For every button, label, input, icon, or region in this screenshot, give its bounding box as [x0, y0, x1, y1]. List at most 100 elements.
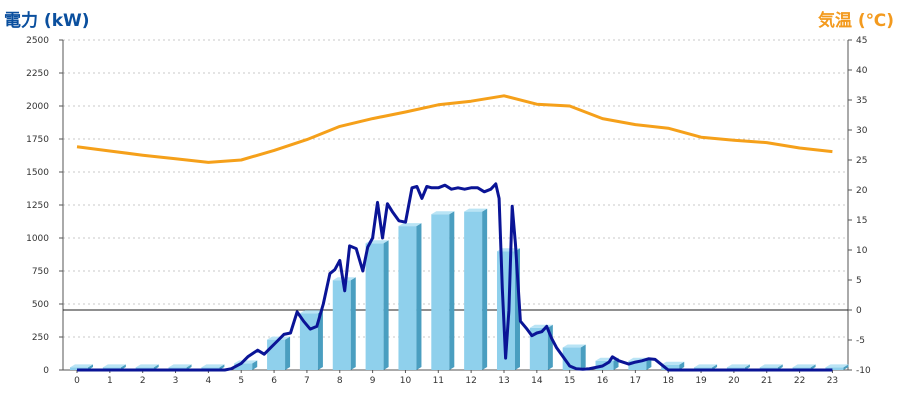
bar-top [398, 223, 422, 227]
bar-top [431, 211, 455, 215]
right-tick-label: 35 [856, 96, 867, 106]
x-tick-label: 14 [531, 376, 543, 386]
bar-hour-11 [431, 211, 455, 370]
bar-front [365, 243, 384, 370]
x-tick-label: 12 [465, 376, 476, 386]
temperature-line [76, 94, 833, 164]
x-tick-label: 8 [337, 376, 343, 386]
left-tick-label: 0 [43, 366, 49, 376]
x-tick-label: 21 [761, 376, 772, 386]
bar-side [843, 364, 849, 370]
bar-top [464, 208, 488, 212]
bar-top [825, 364, 849, 368]
bar-top [759, 364, 783, 368]
bar-top [496, 248, 520, 252]
bar-side [383, 240, 389, 370]
x-tick-label: 0 [74, 376, 80, 386]
bar-side [580, 344, 586, 370]
left-tick-label: 1000 [26, 234, 49, 244]
left-tick-label: 250 [32, 333, 49, 343]
bar-front [529, 327, 548, 370]
right-tick-label: 45 [856, 36, 867, 46]
left-tick-label: 1750 [26, 135, 49, 145]
bar-top [726, 364, 750, 368]
right-tick-label: 15 [856, 216, 867, 226]
x-tick-label: 13 [498, 376, 509, 386]
bar-top [168, 364, 192, 368]
right-tick-label: 30 [856, 126, 868, 136]
bar-front [628, 360, 647, 370]
bar-side [285, 336, 291, 370]
left-tick-label: 1250 [26, 201, 49, 211]
x-tick-label: 22 [794, 376, 805, 386]
bar-side [449, 211, 455, 370]
x-tick-label: 11 [433, 376, 444, 386]
left-axis-title: 電力 (kW) [4, 11, 90, 31]
right-tick-label: -5 [856, 336, 865, 346]
right-tick-label: 25 [856, 156, 867, 166]
right-tick-label: 5 [856, 276, 862, 286]
x-tick-label: 20 [728, 376, 740, 386]
bar-side [317, 310, 323, 370]
x-tick-label: 10 [400, 376, 412, 386]
x-tick-label: 3 [173, 376, 179, 386]
bar-hour-12 [464, 208, 488, 370]
bar-top [135, 364, 159, 368]
bar-hour-9 [365, 240, 389, 370]
x-tick-label: 5 [238, 376, 244, 386]
bar-top [661, 361, 685, 365]
x-tick-label: 19 [695, 376, 707, 386]
left-tick-label: 2500 [26, 36, 49, 46]
right-axis-title: 気温 (℃) [817, 11, 894, 31]
bar-hour-18 [661, 361, 685, 370]
left-tick-label: 1500 [26, 168, 49, 178]
bar-top [201, 364, 225, 368]
x-tick-label: 4 [206, 376, 212, 386]
right-tick-label: 10 [856, 246, 868, 256]
bar-top [792, 364, 816, 368]
x-tick-label: 7 [304, 376, 310, 386]
bar-top [562, 344, 586, 348]
left-tick-label: 750 [32, 267, 49, 277]
left-tick-label: 500 [32, 300, 49, 310]
x-tick-label: 15 [564, 376, 575, 386]
bar-front [464, 211, 483, 370]
left-tick-label: 2000 [26, 102, 49, 112]
bar-side [646, 357, 652, 370]
right-tick-label: 40 [856, 66, 868, 76]
x-tick-label: 17 [630, 376, 641, 386]
right-tick-label: 20 [856, 186, 868, 196]
x-tick-label: 18 [662, 376, 674, 386]
bar-front [332, 280, 351, 370]
x-tick-label: 2 [140, 376, 146, 386]
bar-hour-23 [825, 364, 849, 370]
bar-hour-10 [398, 223, 422, 370]
bar-side [252, 360, 258, 370]
bar-hour-8 [332, 277, 356, 370]
bar-top [102, 364, 126, 368]
bar-front [825, 367, 844, 370]
bar-front [661, 364, 680, 370]
bar-hour-15 [562, 344, 586, 370]
bar-side [482, 208, 488, 370]
bar-hour-14 [529, 324, 553, 370]
x-tick-label: 6 [271, 376, 277, 386]
bar-front [431, 214, 450, 370]
bar-side [416, 223, 422, 370]
bar-side [350, 277, 356, 370]
bar-side [679, 361, 685, 370]
bar-top [70, 364, 93, 368]
right-tick-label: 0 [856, 306, 862, 316]
x-tick-label: 16 [597, 376, 609, 386]
bar-top [694, 364, 718, 368]
bar-front [234, 363, 253, 370]
x-tick-label: 9 [370, 376, 376, 386]
bar-top [299, 310, 323, 314]
right-tick-label: -10 [856, 366, 871, 376]
x-tick-label: 23 [827, 376, 838, 386]
bar-front [398, 226, 417, 370]
left-tick-label: 2250 [26, 69, 49, 79]
power-line [77, 182, 833, 372]
x-tick-label: 1 [107, 376, 113, 386]
